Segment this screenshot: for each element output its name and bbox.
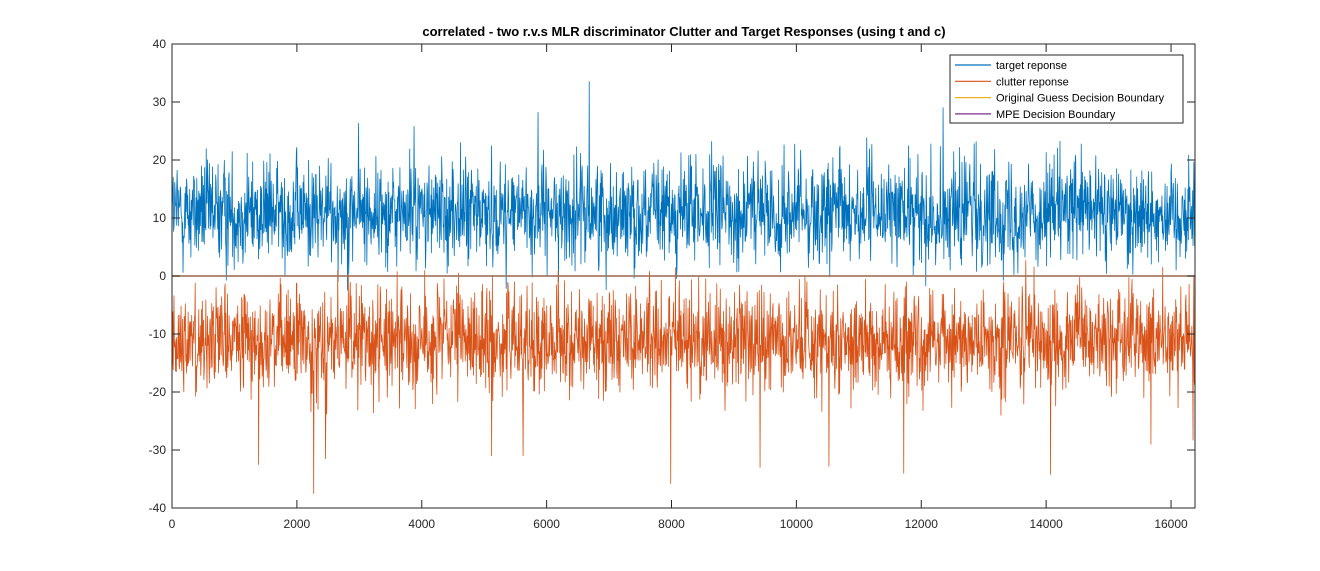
y-tick-label: -30	[149, 443, 167, 457]
x-tick-label: 16000	[1154, 517, 1188, 531]
legend-box	[949, 54, 1184, 124]
x-tick-label: 14000	[1029, 517, 1063, 531]
x-tick-label: 12000	[905, 517, 939, 531]
y-tick-label: 10	[153, 211, 167, 225]
legend: target reponse clutter reponse Original Gu…	[949, 54, 1184, 124]
x-tick-label: 10000	[780, 517, 814, 531]
y-tick-label: 40	[153, 37, 167, 51]
x-tick-label: 4000	[408, 517, 435, 531]
axes: 0 2000 4000 6000 8000 10000 12000 14000 16000 -40…	[149, 37, 1196, 531]
y-tick-label: 30	[153, 95, 167, 109]
plot-area	[171, 81, 1196, 494]
legend-entry-label: clutter reponse	[996, 76, 1069, 88]
x-tick-label: 0	[169, 517, 176, 531]
x-tick-label: 2000	[284, 517, 311, 531]
chart-title: correlated - two r.v.s MLR discriminator…	[422, 24, 945, 39]
legend-entry-label: MPE Decision Boundary	[996, 109, 1116, 121]
y-tick-label: 0	[159, 269, 166, 283]
legend-entry-label: Original Guess Decision Boundary	[996, 93, 1165, 105]
legend-entry-label: target reponse	[996, 60, 1067, 72]
y-tick-label: -10	[149, 327, 167, 341]
x-tick-label: 6000	[533, 517, 560, 531]
y-tick-label: 20	[153, 153, 167, 167]
series-line-target-response	[171, 81, 1196, 291]
y-tick-label: -20	[149, 385, 167, 399]
series-line-clutter-response	[171, 260, 1196, 494]
y-tick-label: -40	[149, 501, 167, 515]
x-tick-label: 8000	[658, 517, 685, 531]
